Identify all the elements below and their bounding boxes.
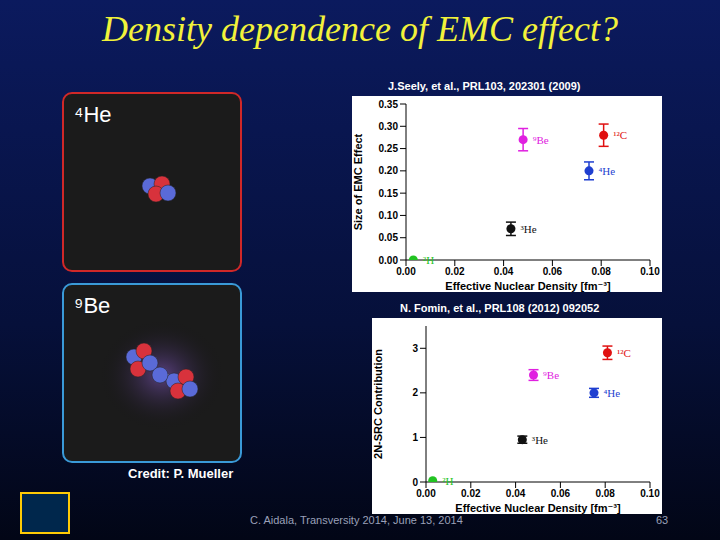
svg-text:Effective Nuclear Density [fm⁻: Effective Nuclear Density [fm⁻³] xyxy=(455,502,621,514)
svg-text:⁹Be: ⁹Be xyxy=(533,134,549,146)
svg-text:⁹Be: ⁹Be xyxy=(543,369,559,381)
svg-text:⁴He: ⁴He xyxy=(599,165,616,177)
html-text:⁹Be: ⁹Be xyxy=(74,293,111,318)
svg-text:³He: ³He xyxy=(520,223,536,235)
svg-text:0.08: 0.08 xyxy=(595,488,615,499)
svg-text:0.20: 0.20 xyxy=(379,165,399,176)
svg-text:3: 3 xyxy=(412,343,418,354)
svg-text:0.10: 0.10 xyxy=(640,488,660,499)
svg-text:²H: ²H xyxy=(423,254,434,266)
html-text:N. Fomin, et al., PRL108 (2012: N. Fomin, et al., PRL108 (2012) 092052 xyxy=(400,302,600,314)
svg-text:0.02: 0.02 xyxy=(445,266,465,277)
svg-text:0: 0 xyxy=(412,477,418,488)
svg-text:0.30: 0.30 xyxy=(379,121,399,132)
svg-text:0.15: 0.15 xyxy=(379,188,399,199)
svg-text:1: 1 xyxy=(412,432,418,443)
svg-text:0.04: 0.04 xyxy=(494,266,514,277)
svg-text:³He: ³He xyxy=(532,434,548,446)
svg-text:0.00: 0.00 xyxy=(416,488,436,499)
html-text:⁴He: ⁴He xyxy=(74,102,112,127)
svg-text:0.35: 0.35 xyxy=(379,99,399,110)
svg-text:⁴He: ⁴He xyxy=(604,387,621,399)
svg-text:Size of EMC Effect: Size of EMC Effect xyxy=(352,133,364,230)
svg-text:¹²C: ¹²C xyxy=(613,129,627,141)
svg-text:0.00: 0.00 xyxy=(379,255,399,266)
svg-text:0.05: 0.05 xyxy=(379,232,399,243)
html-text:C. Aidala, Transversity 2014,: C. Aidala, Transversity 2014, June 13, 2… xyxy=(250,514,463,526)
svg-text:0.02: 0.02 xyxy=(461,488,481,499)
svg-text:Effective Nuclear Density [fm⁻: Effective Nuclear Density [fm⁻³] xyxy=(445,280,611,292)
svg-text:2: 2 xyxy=(412,387,418,398)
html-text:J.Seely, et al., PRL103, 20230: J.Seely, et al., PRL103, 202301 (2009) xyxy=(388,80,581,92)
svg-text:0.04: 0.04 xyxy=(506,488,526,499)
svg-text:0.25: 0.25 xyxy=(379,143,399,154)
svg-text:2N-SRC Contribution: 2N-SRC Contribution xyxy=(372,349,384,459)
svg-text:¹²C: ¹²C xyxy=(617,347,631,359)
svg-text:0.00: 0.00 xyxy=(396,266,416,277)
svg-text:0.08: 0.08 xyxy=(591,266,611,277)
svg-text:0.10: 0.10 xyxy=(379,210,399,221)
svg-text:0.10: 0.10 xyxy=(640,266,660,277)
svg-text:²H: ²H xyxy=(442,475,453,487)
html-text:Credit: P. Mueller: Credit: P. Mueller xyxy=(128,466,234,481)
svg-text:0.06: 0.06 xyxy=(551,488,571,499)
svg-text:0.06: 0.06 xyxy=(543,266,563,277)
html-text:Density dependence of EMC effe: Density dependence of EMC effect? xyxy=(102,9,618,49)
html-text:63: 63 xyxy=(656,514,669,526)
